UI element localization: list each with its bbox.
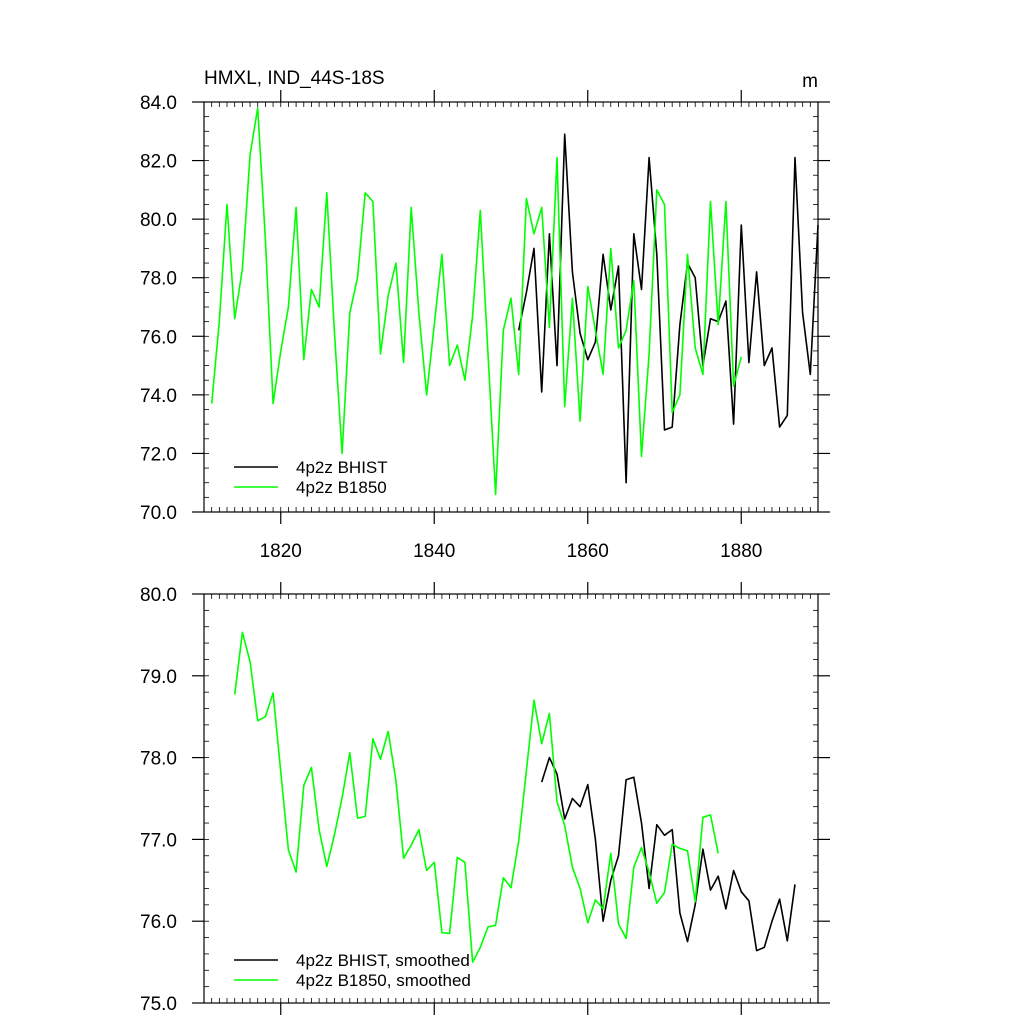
bottom-legend-label: 4p2z B1850, smoothed [296,971,471,990]
top-y-tick-label: 70.0 [140,503,177,524]
top-y-tick-label: 74.0 [140,386,177,407]
bottom-y-tick-label: 80.0 [140,585,177,606]
top-chart-title: HMXL, IND_44S-18S [204,68,385,89]
bottom-y-tick-label: 78.0 [140,749,177,770]
top-y-tick-label: 80.0 [140,210,177,231]
top-panel: HMXL, IND_44S-18S m 1820 1840 1860 1880 70.0… [140,68,830,562]
top-y-tick-label: 76.0 [140,327,177,348]
bottom-series-line-2 [233,631,719,963]
top-y-tick-label: 84.0 [140,93,177,114]
bottom-y-tick-label: 79.0 [140,667,177,688]
bottom-plot-frame [203,593,819,1004]
top-y-tick-label: 82.0 [140,152,177,173]
top-y-tick-label: 78.0 [140,269,177,290]
top-x-tick-label: 1820 [260,541,302,562]
bottom-y-tick-label: 77.0 [140,830,177,851]
top-chart-units: m [802,71,818,92]
top-series-line-2 [210,107,743,496]
bottom-y-tick-label: 76.0 [140,912,177,933]
top-x-tick-label: 1880 [720,541,762,562]
bottom-panel: 75.0 76.0 77.0 78.0 79.0 80.0 4p2z BHIST, smoo… [140,582,830,1015]
bottom-legend-label: 4p2z BHIST, smoothed [296,951,470,970]
top-series-line-1 [517,133,819,484]
bottom-y-tick-label: 75.0 [140,994,177,1015]
top-y-tick-label: 72.0 [140,444,177,465]
top-x-tick-label: 1860 [567,541,609,562]
bottom-series-line-1 [540,756,796,952]
top-x-tick-label: 1840 [413,541,455,562]
top-legend-label: 4p2z B1850 [296,478,387,497]
top-legend-label: 4p2z BHIST [296,458,388,477]
